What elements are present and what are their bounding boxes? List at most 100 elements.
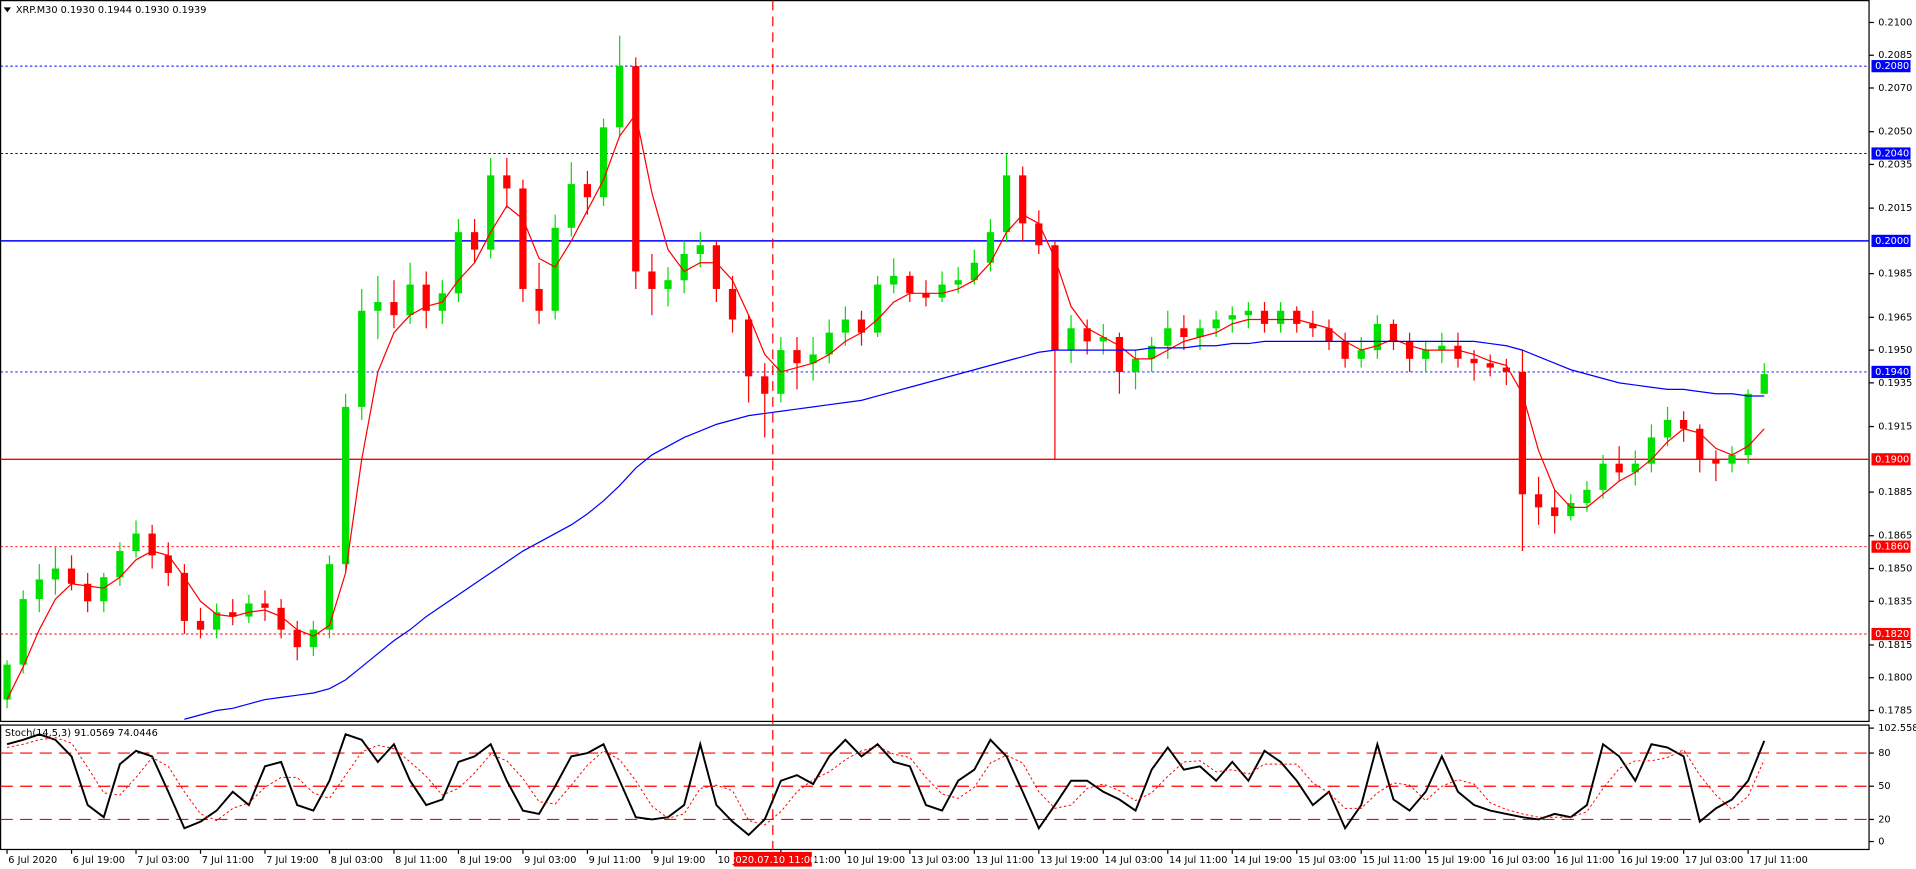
candle-body	[970, 262, 978, 281]
candle-body	[696, 245, 704, 254]
candle-body	[535, 288, 543, 311]
candle-body	[374, 302, 382, 311]
x-tick-label: 16 Jul 03:00	[1491, 855, 1549, 866]
y-tick-label: 102.5581	[1878, 723, 1916, 734]
candle-body	[1244, 310, 1253, 316]
candle-body	[1502, 367, 1510, 372]
candle-body	[793, 350, 801, 364]
candle-body	[1438, 345, 1446, 351]
y-tick-label: 0.1865	[1878, 531, 1912, 542]
candle-body	[1293, 310, 1301, 324]
candle-body	[51, 568, 60, 580]
candle-body	[825, 332, 833, 355]
candle-body	[1067, 328, 1075, 351]
candle-body	[519, 188, 527, 289]
candle-body	[1002, 175, 1011, 233]
moving-average-line	[6, 112, 1765, 700]
candle-body	[1470, 358, 1478, 364]
candle-body	[1728, 454, 1736, 464]
x-tick-label: 17 Jul 03:00	[1685, 855, 1743, 866]
candle-body	[293, 629, 301, 648]
level-label-box	[1871, 453, 1911, 466]
candle-body	[341, 406, 350, 565]
crosshair-label: 2020.07.10 11:00	[729, 855, 816, 866]
candle-body	[1389, 323, 1398, 342]
candle-body	[325, 564, 334, 630]
candle-body	[1647, 437, 1656, 464]
candle-body	[1373, 323, 1381, 351]
candle-body	[1051, 245, 1059, 351]
level-label: 0.1820	[1875, 629, 1909, 640]
level-label: 0.2000	[1875, 236, 1909, 247]
x-tick-label: 8 Jul 11:00	[395, 855, 447, 866]
candle-body	[196, 620, 205, 630]
candle-body	[454, 232, 463, 294]
candle-body	[1631, 463, 1639, 473]
candle-body	[213, 612, 221, 630]
x-tick-label: 9 Jul 11:00	[589, 855, 641, 866]
candle-body	[1180, 328, 1188, 337]
level-label: 0.1860	[1875, 542, 1909, 553]
x-tick-label: 14 Jul 11:00	[1169, 855, 1227, 866]
candle-body	[599, 127, 608, 198]
candle-body	[1341, 341, 1349, 359]
candle-body	[1260, 310, 1269, 324]
candle-body	[1486, 363, 1494, 368]
candle-body	[890, 275, 898, 285]
level-label-box	[1871, 147, 1911, 160]
candle-body	[1164, 328, 1172, 346]
y-tick-label: 50	[1878, 781, 1890, 792]
candle-body	[906, 275, 914, 294]
y-tick-label: 0.1915	[1878, 422, 1912, 433]
candle-body	[67, 568, 76, 584]
candle-body	[422, 284, 430, 311]
x-tick-label: 15 Jul 03:00	[1298, 855, 1356, 866]
level-label: 0.1940	[1875, 367, 1909, 378]
x-tick-label: 13 Jul 11:00	[976, 855, 1034, 866]
candle-body	[35, 579, 43, 600]
x-tick-label: 13 Jul 03:00	[911, 855, 969, 866]
x-tick-label: 7 Jul 19:00	[266, 855, 318, 866]
candle-body	[1551, 507, 1559, 517]
candle-body	[164, 555, 172, 573]
x-tick-label: 14 Jul 19:00	[1233, 855, 1291, 866]
y-tick-label: 0.2070	[1878, 83, 1912, 94]
candle-body	[954, 280, 962, 285]
x-tick-label: 8 Jul 03:00	[331, 855, 383, 866]
level-label-box	[1871, 60, 1911, 73]
x-tick-label: 9 Jul 19:00	[653, 855, 705, 866]
candle-body	[390, 302, 398, 316]
chart-title: XRP.M30 0.1930 0.1944 0.1930 0.1939	[16, 5, 207, 16]
candle-body	[1228, 315, 1236, 320]
candle-body	[245, 603, 253, 617]
candle-body	[1148, 345, 1156, 359]
x-tick-label: 16 Jul 11:00	[1556, 855, 1614, 866]
x-tick-label: 6 Jul 19:00	[73, 855, 125, 866]
candle-body	[277, 607, 285, 630]
y-tick-label: 0.2015	[1878, 203, 1912, 214]
candle-body	[922, 293, 930, 298]
menu-arrow[interactable]	[3, 7, 11, 13]
candle-body	[503, 175, 511, 189]
candle-body	[1212, 319, 1220, 329]
candle-body	[1454, 345, 1462, 359]
x-tick-label: 17 Jul 11:00	[1749, 855, 1807, 866]
x-tick-label: 15 Jul 11:00	[1362, 855, 1420, 866]
candle-body	[132, 533, 140, 552]
indicator-panel-frame	[0, 724, 1870, 851]
candle-body	[1615, 463, 1623, 473]
candle-body	[1712, 459, 1720, 464]
x-tick-label: 6 Jul 2020	[8, 855, 57, 866]
candle-body	[1196, 328, 1204, 337]
candle-body	[986, 232, 995, 263]
x-tick-label: 7 Jul 03:00	[137, 855, 189, 866]
level-label-box	[1871, 540, 1911, 553]
candle-body	[1019, 175, 1027, 224]
candle-body	[470, 232, 479, 250]
y-tick-label: 0.2085	[1878, 50, 1912, 61]
candle-body	[84, 583, 92, 602]
y-tick-label: 0.1800	[1878, 673, 1912, 684]
x-tick-label: 14 Jul 03:00	[1105, 855, 1163, 866]
level-label: 0.2040	[1875, 149, 1909, 160]
y-tick-label: 0.1985	[1878, 269, 1912, 280]
